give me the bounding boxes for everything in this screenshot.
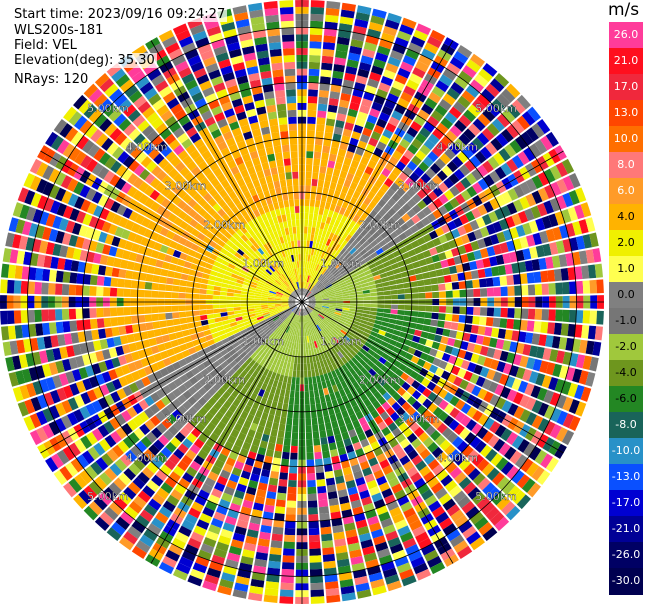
colorbar-segment: [609, 230, 643, 257]
colorbar-segment: [609, 74, 643, 101]
colorbar-segment: [609, 152, 643, 179]
spoke-330: [150, 40, 303, 303]
colorbar-label: 26.0: [613, 28, 639, 41]
ring-label-3: 3.00km: [398, 413, 440, 426]
ring-label-5: 5.00km: [87, 490, 129, 503]
nrays-label: NRays: 120: [12, 72, 91, 87]
instrument-label: WLS200s-181: [12, 23, 106, 38]
colorbar-segment: [609, 308, 643, 335]
ring-label-3: 3.00km: [165, 180, 207, 193]
colorbar-label: 17.0: [613, 80, 639, 93]
colorbar-segment: [609, 412, 643, 439]
start-time-label: Start time: 2023/09/16 09:24:27: [12, 7, 228, 22]
ring-label-1: 1.00km: [320, 257, 362, 270]
ring-label-4: 4.00km: [437, 451, 479, 464]
spoke-120: [301, 301, 564, 454]
spoke-210: [150, 301, 303, 564]
colorbar-segment: [609, 126, 643, 153]
colorbar-unit: m/s: [608, 0, 640, 20]
spoke-60: [301, 150, 564, 303]
ring-label-4: 4.00km: [126, 451, 168, 464]
colorbar-segment: [609, 360, 643, 387]
colorbar-segment: [609, 256, 643, 283]
colorbar-label: -13.0: [611, 470, 641, 483]
colorbar-segment: [609, 542, 643, 569]
colorbar-label: -8.0: [615, 418, 637, 431]
spoke-300: [40, 150, 303, 303]
elevation-label: Elevation(deg): 35.30: [12, 53, 157, 68]
colorbar-label: -30.0: [611, 574, 641, 587]
colorbar-label: 4.0: [617, 210, 635, 223]
ring-label-5: 5.00km: [475, 102, 517, 115]
colorbar-label: 10.0: [613, 132, 639, 145]
ring-label-4: 4.00km: [437, 141, 479, 154]
colorbar-segment: [609, 204, 643, 231]
ring-label-1: 1.00km: [320, 335, 362, 348]
colorbar-label: -26.0: [611, 548, 641, 561]
colorbar-segment: [609, 100, 643, 127]
ring-label-2: 2.00km: [204, 374, 246, 387]
colorbar-label: -2.0: [615, 340, 637, 353]
spoke-30: [301, 40, 454, 303]
ring-label-3: 3.00km: [165, 413, 207, 426]
ring-label-5: 5.00km: [475, 490, 517, 503]
ring-label-4: 4.00km: [126, 141, 168, 154]
spoke-150: [301, 301, 454, 564]
colorbar-label: 0.0: [617, 288, 635, 301]
colorbar-segment: [609, 22, 643, 49]
spoke-240: [40, 301, 303, 454]
colorbar-label: -6.0: [615, 392, 637, 405]
colorbar-segment: [609, 464, 643, 491]
ppi-gates: [0, 0, 604, 604]
colorbar-segment: [609, 386, 643, 413]
ring-label-3: 3.00km: [398, 180, 440, 193]
colorbar-label: 8.0: [617, 158, 635, 171]
colorbar-segment: [609, 48, 643, 75]
colorbar-segment: [609, 178, 643, 205]
colorbar-label: 6.0: [617, 184, 635, 197]
ring-label-1: 1.00km: [242, 335, 284, 348]
colorbar-label: 2.0: [617, 236, 635, 249]
colorbar-label: -1.0: [615, 314, 637, 327]
colorbar-label: 21.0: [613, 54, 639, 67]
colorbar-label: -10.0: [611, 444, 641, 457]
colorbar-segment: [609, 438, 643, 465]
ring-label-2: 2.00km: [359, 218, 401, 231]
colorbar-segment: [609, 334, 643, 361]
ring-label-2: 2.00km: [359, 374, 401, 387]
colorbar-label: -21.0: [611, 522, 641, 535]
field-label: Field: VEL: [12, 38, 79, 53]
colorbar-label: -4.0: [615, 366, 637, 379]
colorbar-segment: [609, 516, 643, 543]
colorbar-label: 1.0: [617, 262, 635, 275]
colorbar-label: -17.0: [611, 496, 641, 509]
colorbar-segment: [609, 282, 643, 309]
colorbar: 26.0 21.0 17.0 13.0 10.0 8.0 6.0 4.0 2.0 1.0 0.0 -1…: [609, 22, 643, 595]
ring-label-1: 1.00km: [242, 257, 284, 270]
colorbar-segment: [609, 568, 643, 595]
ring-label-2: 2.00km: [204, 218, 246, 231]
colorbar-label: 13.0: [613, 106, 639, 119]
ring-label-5: 5.00km: [87, 102, 129, 115]
colorbar-segment: [609, 490, 643, 517]
